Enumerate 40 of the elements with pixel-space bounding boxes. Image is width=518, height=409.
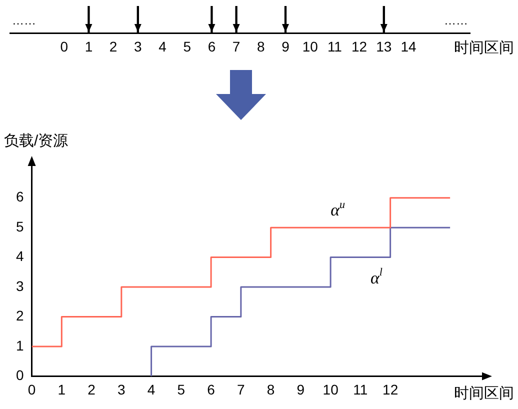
x-tick-label: 14 bbox=[400, 38, 416, 54]
y-tick-label: 0 bbox=[16, 367, 24, 384]
x-tick-label: 2 bbox=[88, 381, 96, 398]
y-axis-title: 负载/资源 bbox=[4, 132, 68, 150]
x-tick-label: 5 bbox=[177, 381, 186, 398]
x-tick-label: 1 bbox=[58, 381, 66, 398]
x-tick-label: 5 bbox=[183, 38, 192, 54]
y-tick-label: 3 bbox=[16, 278, 24, 294]
x-axis-title: 时间区间 bbox=[454, 384, 514, 402]
x-tick-label: 8 bbox=[257, 38, 266, 54]
y-tick-label: 2 bbox=[16, 308, 24, 324]
x-tick-label: 6 bbox=[208, 38, 216, 54]
x-tick-label: 3 bbox=[134, 38, 142, 54]
x-tick-label: 10 bbox=[322, 381, 339, 398]
y-tick-label: 4 bbox=[16, 248, 24, 264]
y-tick-label: 1 bbox=[16, 337, 24, 354]
x-tick-label: 1 bbox=[84, 38, 93, 54]
x-tick-label: 8 bbox=[266, 381, 275, 398]
x-tick-label: 6 bbox=[207, 381, 216, 398]
x-tick-label: 9 bbox=[296, 381, 305, 398]
x-axis-title: 时间区间 bbox=[454, 40, 514, 57]
x-tick-label: 4 bbox=[147, 381, 156, 398]
x-tick-label: 10 bbox=[302, 38, 318, 54]
x-tick-label: 0 bbox=[60, 38, 68, 54]
y-tick-label: 6 bbox=[16, 188, 24, 205]
x-tick-label: 13 bbox=[376, 38, 392, 54]
annotation: …… bbox=[444, 13, 468, 28]
x-tick-label: 12 bbox=[382, 381, 398, 398]
x-tick-label: 3 bbox=[118, 381, 126, 398]
annotation: …… bbox=[12, 13, 36, 28]
x-tick-label: 0 bbox=[28, 381, 36, 398]
x-tick-label: 11 bbox=[353, 381, 368, 398]
x-tick-label: 7 bbox=[237, 381, 246, 398]
x-tick-label: 9 bbox=[282, 38, 290, 54]
x-tick-label: 12 bbox=[352, 38, 368, 54]
x-tick-label: 2 bbox=[109, 38, 118, 54]
x-tick-label: 11 bbox=[327, 38, 342, 54]
y-tick-label: 5 bbox=[16, 218, 24, 234]
x-tick-label: 4 bbox=[158, 38, 167, 54]
x-tick-label: 7 bbox=[232, 38, 240, 54]
